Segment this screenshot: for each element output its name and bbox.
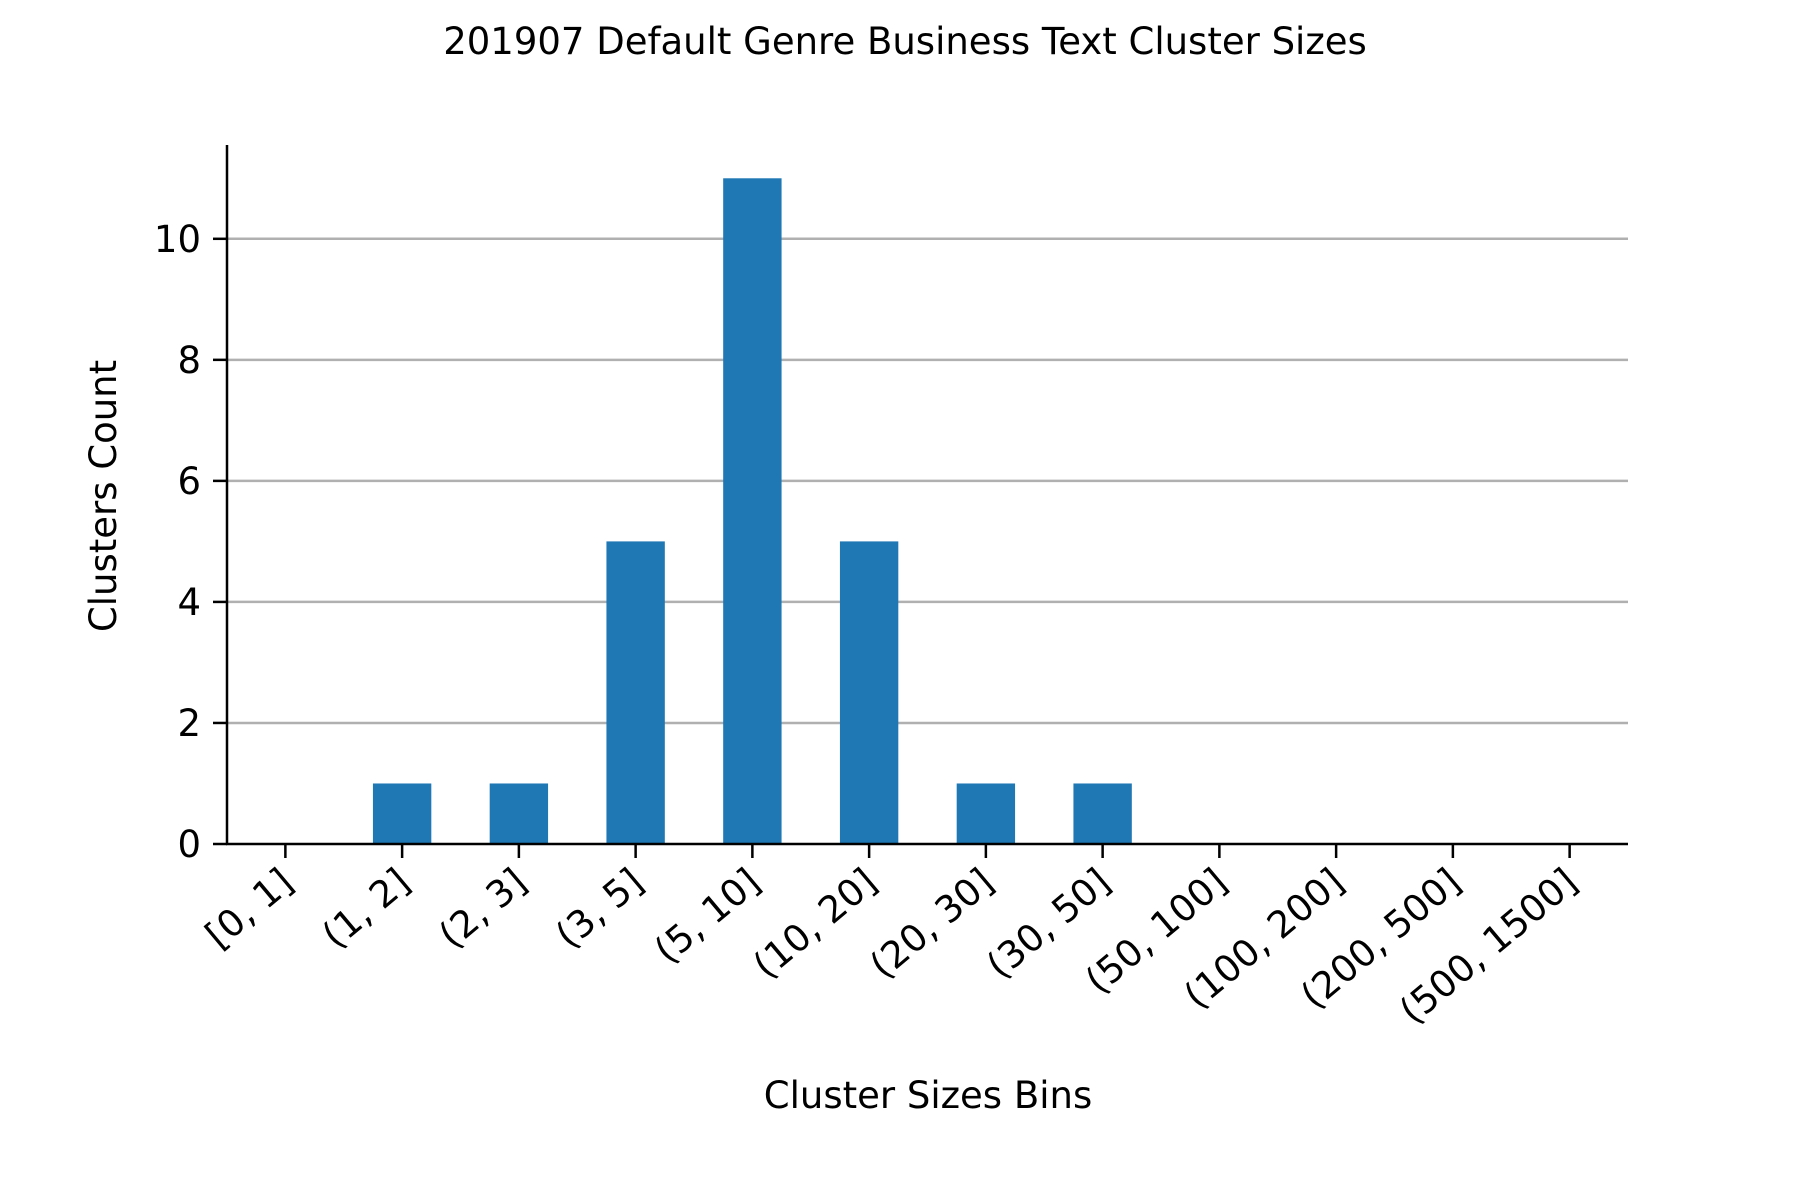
x-tick-label-2: (2, 3] <box>431 860 535 957</box>
chart-title: 201907 Default Genre Business Text Clust… <box>443 20 1367 63</box>
y-tick-label-1: 2 <box>177 702 201 745</box>
x-tick-label-0: [0, 1] <box>197 860 301 957</box>
x-axis-label: Cluster Sizes Bins <box>764 1074 1092 1117</box>
bar-5 <box>839 541 899 844</box>
y-tick-label-5: 10 <box>154 218 201 261</box>
bar-4 <box>723 178 782 845</box>
bar-1 <box>372 783 432 844</box>
x-tick-label-1: (1, 2] <box>314 860 418 957</box>
x-tick-label-6: (20, 30] <box>862 860 1002 987</box>
y-axis-ticks: 0 2 4 6 8 10 <box>154 218 227 866</box>
x-tick-label-5: (10, 20] <box>745 860 885 987</box>
y-tick-label-0: 0 <box>177 823 201 866</box>
y-tick-label-2: 4 <box>177 581 201 624</box>
bar-2 <box>489 783 549 844</box>
bar-3 <box>606 541 665 844</box>
y-tick-label-4: 8 <box>177 339 201 382</box>
grid-lines <box>227 237 1628 725</box>
y-tick-label-3: 6 <box>177 460 201 503</box>
x-axis-ticks: [0, 1] (1, 2] (2, 3] (3, 5](5, 10](10, 20](… <box>197 844 1585 1032</box>
x-tick-label-3: (3, 5] <box>548 860 652 957</box>
y-axis-label: Clusters Count <box>82 360 125 632</box>
bar-7 <box>1073 783 1132 844</box>
bar-6 <box>956 783 1016 844</box>
axes <box>225 145 1628 846</box>
bars <box>372 178 1132 845</box>
